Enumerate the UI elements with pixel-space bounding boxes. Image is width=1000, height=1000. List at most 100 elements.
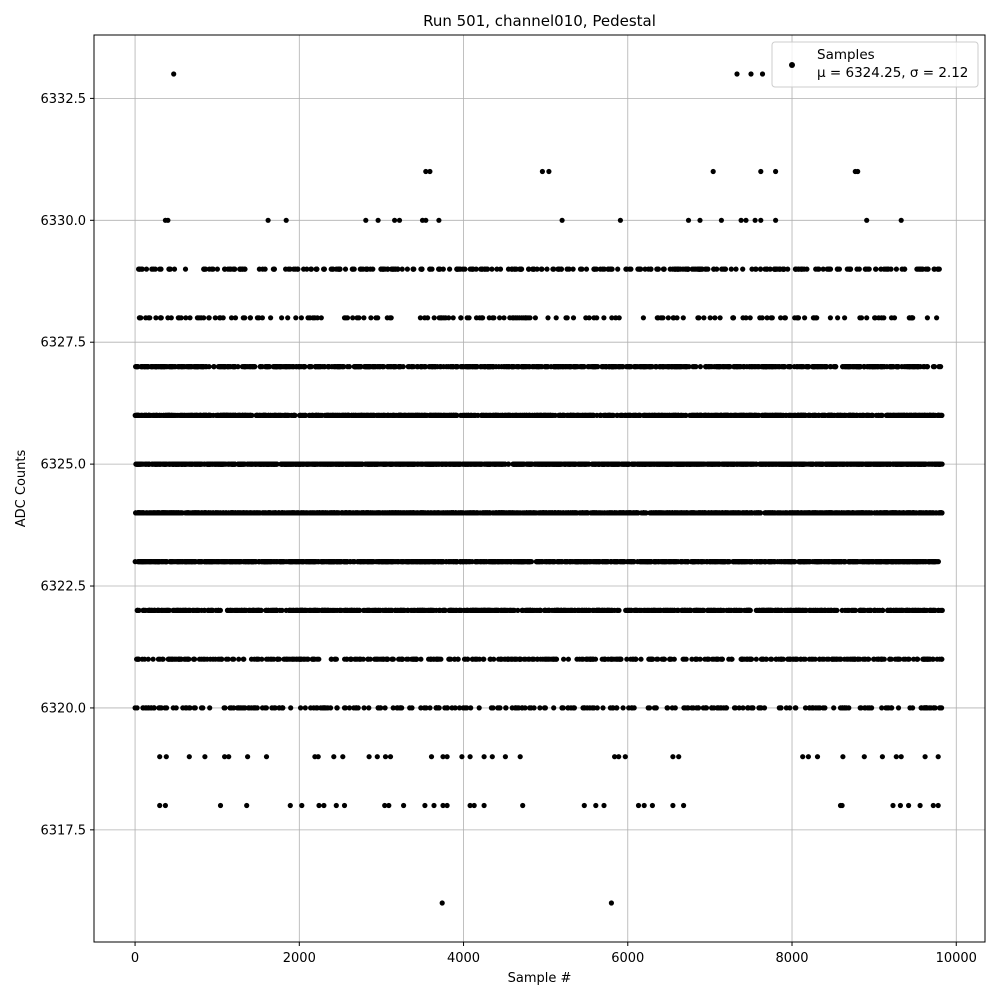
data-point — [318, 315, 324, 321]
data-point — [273, 412, 279, 418]
data-point — [225, 364, 231, 370]
data-point — [430, 364, 436, 370]
data-point — [637, 461, 643, 467]
data-point — [779, 364, 785, 370]
data-point — [778, 412, 785, 418]
data-point — [279, 315, 285, 321]
data-point — [915, 266, 921, 272]
data-point — [399, 266, 405, 272]
data-point — [772, 266, 779, 272]
data-point — [730, 412, 736, 418]
data-point — [388, 364, 394, 370]
data-point — [823, 364, 829, 370]
data-point — [435, 461, 442, 467]
data-point — [422, 461, 428, 467]
data-point — [447, 266, 453, 272]
data-point — [243, 364, 249, 370]
data-point — [482, 364, 488, 370]
data-point — [903, 412, 910, 418]
data-point — [720, 412, 727, 418]
data-point — [382, 412, 388, 418]
data-point — [212, 315, 218, 321]
data-point — [134, 412, 140, 418]
data-point — [714, 364, 720, 370]
data-point — [914, 461, 920, 467]
data-point — [451, 412, 457, 418]
data-point — [291, 266, 297, 272]
data-point — [501, 364, 507, 370]
data-point — [728, 266, 734, 272]
data-point — [652, 412, 658, 418]
data-point — [802, 315, 808, 321]
data-point — [891, 315, 898, 321]
data-point — [182, 266, 189, 272]
data-point — [479, 412, 485, 418]
data-point — [730, 315, 737, 321]
data-point — [562, 461, 568, 467]
data-point — [166, 461, 172, 467]
data-point — [157, 315, 163, 321]
data-point — [312, 364, 318, 370]
data-point — [217, 364, 224, 370]
data-point — [810, 364, 816, 370]
data-point — [287, 364, 293, 370]
data-point — [297, 412, 303, 418]
data-point — [792, 315, 798, 321]
data-point — [836, 266, 843, 272]
data-point — [399, 461, 405, 467]
data-point — [154, 461, 160, 467]
data-point — [283, 266, 289, 272]
data-point — [635, 266, 641, 272]
data-point — [874, 364, 880, 370]
data-point — [150, 461, 156, 467]
data-point — [796, 461, 802, 467]
data-point — [570, 315, 577, 321]
data-point — [602, 412, 608, 418]
data-point — [434, 412, 440, 418]
data-point — [194, 315, 200, 321]
data-point — [464, 364, 470, 370]
data-point — [616, 315, 622, 321]
data-point — [187, 315, 193, 321]
data-point — [601, 266, 607, 272]
data-point — [717, 315, 723, 321]
data-point — [910, 412, 916, 418]
data-point — [586, 364, 592, 370]
data-point — [740, 315, 746, 321]
data-point — [377, 461, 383, 467]
data-point — [574, 412, 581, 418]
data-point — [770, 461, 776, 467]
data-point — [601, 461, 608, 467]
data-point — [197, 412, 203, 418]
data-point — [749, 364, 755, 370]
data-point — [712, 315, 718, 321]
data-point — [592, 266, 598, 272]
data-point — [757, 315, 763, 321]
data-point — [277, 364, 283, 370]
data-point — [678, 461, 684, 467]
data-point — [285, 461, 291, 467]
data-point — [609, 461, 615, 467]
data-point — [158, 266, 164, 272]
data-point — [893, 266, 900, 272]
data-point — [930, 364, 937, 370]
data-point — [865, 364, 871, 370]
data-point — [696, 315, 702, 321]
data-point — [178, 412, 184, 418]
data-point — [895, 364, 901, 370]
data-point — [214, 266, 220, 272]
data-point — [329, 266, 335, 272]
data-point — [308, 266, 314, 272]
data-point — [509, 266, 515, 272]
data-point — [674, 364, 680, 370]
data-point — [519, 364, 525, 370]
data-point — [570, 266, 576, 272]
data-point — [660, 364, 666, 370]
data-point — [202, 364, 208, 370]
data-point — [767, 412, 773, 418]
data-point — [470, 364, 476, 370]
data-point — [734, 364, 741, 370]
chart-title: Run 501, channel010, Pedestal — [423, 12, 656, 30]
data-point — [837, 412, 843, 418]
data-point — [161, 461, 168, 467]
